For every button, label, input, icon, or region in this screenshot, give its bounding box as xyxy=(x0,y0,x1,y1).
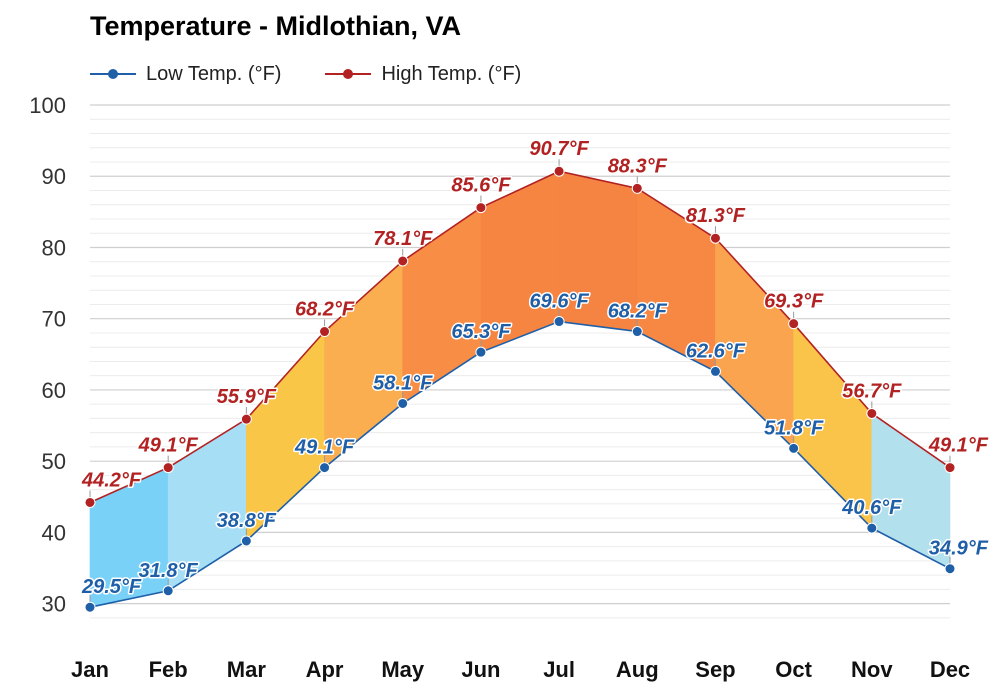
high-temp-data-label: 69.3°F xyxy=(764,291,824,313)
x-tick-label: Aug xyxy=(616,657,659,682)
y-tick-label: 50 xyxy=(42,449,66,474)
high-temp-point xyxy=(475,202,487,214)
low-temp-data-label: 40.6°F xyxy=(841,497,902,519)
high-temp-point xyxy=(162,462,174,474)
legend-item-high[interactable]: High Temp. (°F) xyxy=(325,63,521,86)
series-line-layer xyxy=(89,170,951,608)
low-temp-point xyxy=(944,563,956,575)
chart-title: Temperature - Midlothian, VA xyxy=(90,11,462,41)
low-temp-data-label: 49.1°F xyxy=(294,437,355,459)
legend-label-high: High Temp. (°F) xyxy=(381,62,522,85)
low-temp-point xyxy=(709,365,721,377)
high-temp-data-label: 56.7°F xyxy=(842,380,902,402)
low-temp-data-label: 62.6°F xyxy=(686,340,746,362)
high-temp-point xyxy=(240,413,252,425)
high-temp-data-label: 88.3°F xyxy=(608,155,668,177)
low-temp-line xyxy=(89,320,951,608)
temperature-band-layer xyxy=(89,170,951,608)
x-tick-label: Dec xyxy=(930,657,970,682)
high-temp-data-label: 81.3°F xyxy=(686,205,746,227)
low-temp-data-label: 38.8°F xyxy=(217,510,277,532)
high-temp-data-label: 68.2°F xyxy=(295,299,355,321)
low-temp-data-label: 58.1°F xyxy=(373,372,433,394)
axis-label-layer: 30 40 50 60 70 80 90 100 Jan Feb Mar Apr May Jun Jul Au… xyxy=(29,93,970,682)
x-tick-label: May xyxy=(381,657,425,682)
y-tick-label: 70 xyxy=(42,307,66,332)
low-temp-data-label: 34.9°F xyxy=(929,538,989,560)
x-tick-label: Jun xyxy=(461,657,500,682)
y-tick-label: 100 xyxy=(29,93,66,118)
low-temp-point xyxy=(788,442,800,454)
x-tick-label: Sep xyxy=(695,657,735,682)
x-tick-label: Jul xyxy=(543,657,575,682)
x-tick-label: Nov xyxy=(851,657,893,682)
low-temp-data-label: 65.3°F xyxy=(451,321,511,343)
x-tick-label: Feb xyxy=(149,657,188,682)
low-temp-data-label: 51.8°F xyxy=(764,417,824,439)
y-tick-label: 80 xyxy=(42,235,66,260)
high-temp-point xyxy=(788,318,800,330)
low-temp-point xyxy=(553,316,565,328)
high-temp-point xyxy=(84,496,96,508)
high-temp-data-label: 49.1°F xyxy=(138,435,199,457)
high-temp-point xyxy=(319,326,331,338)
low-temp-point xyxy=(319,462,331,474)
high-temp-point xyxy=(709,232,721,244)
x-tick-label: Mar xyxy=(227,657,267,682)
y-tick-label: 40 xyxy=(42,520,66,545)
high-temp-point xyxy=(553,165,565,177)
y-tick-label: 90 xyxy=(42,164,66,189)
legend-item-low[interactable]: Low Temp. (°F) xyxy=(90,63,281,86)
low-temp-point xyxy=(162,585,174,597)
high-temp-point xyxy=(397,255,409,267)
low-temp-data-label: 29.5°F xyxy=(81,576,142,598)
high-temp-data-label: 44.2°F xyxy=(81,469,142,491)
x-tick-label: Jan xyxy=(71,657,109,682)
low-temp-data-label: 68.2°F xyxy=(608,301,668,323)
high-temp-point xyxy=(866,407,878,419)
series-point-layer xyxy=(84,159,956,613)
high-temp-data-label: 85.6°F xyxy=(451,175,511,197)
low-temp-point xyxy=(866,522,878,534)
x-tick-label: Oct xyxy=(775,657,812,682)
legend-high-line-icon xyxy=(325,69,372,79)
low-temp-point xyxy=(631,326,643,338)
high-temp-data-label: 55.9°F xyxy=(217,386,277,408)
high-temp-point xyxy=(944,462,956,474)
data-label-layer: 29.5°F31.8°F 38.8°F 49.1°F 58.1°F 65.3°F 69.6… xyxy=(80,137,991,600)
low-temp-data-label: 69.6°F xyxy=(530,291,590,313)
low-temp-data-label: 31.8°F xyxy=(139,560,199,582)
y-tick-label: 30 xyxy=(42,592,66,617)
legend-label-low: Low Temp. (°F) xyxy=(146,62,282,85)
legend: Low Temp. (°F) High Temp. (°F) xyxy=(90,60,521,88)
high-temp-data-label: 78.1°F xyxy=(373,228,433,250)
low-temp-point xyxy=(397,397,409,409)
y-tick-label: 60 xyxy=(42,378,66,403)
low-temp-point xyxy=(84,601,96,613)
high-temp-data-label: 49.1°F xyxy=(928,435,989,457)
high-temp-line xyxy=(89,170,951,504)
high-temp-data-label: 90.7°F xyxy=(530,138,590,160)
legend-low-line-icon xyxy=(90,69,136,79)
low-temp-point xyxy=(240,535,252,547)
x-tick-label: Apr xyxy=(306,657,344,682)
low-temp-point xyxy=(475,346,487,358)
high-temp-point xyxy=(631,182,643,194)
